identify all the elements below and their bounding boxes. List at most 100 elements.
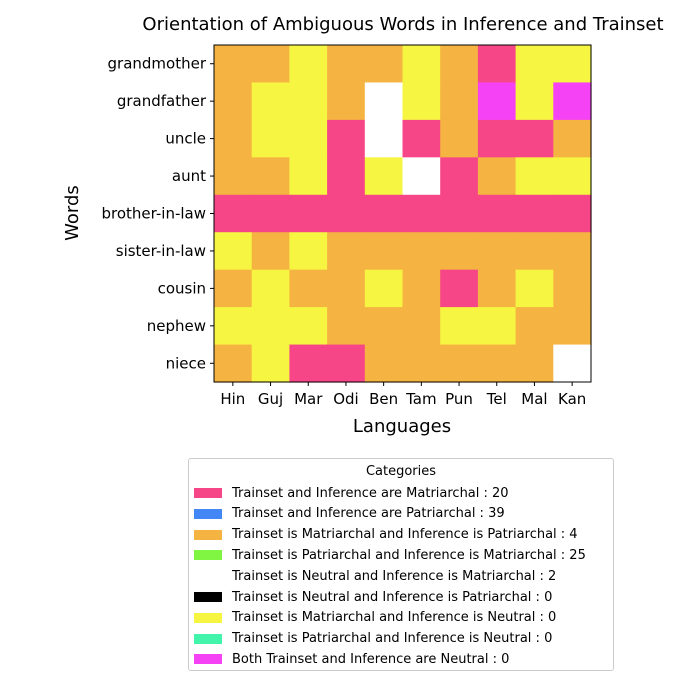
heatmap-cell bbox=[364, 119, 404, 158]
heatmap-cell bbox=[402, 45, 441, 84]
heatmap-cell bbox=[402, 307, 441, 346]
legend-label: Trainset and Inference are Patriarchal :… bbox=[232, 506, 505, 522]
x-tick-label: Ben bbox=[369, 390, 398, 408]
heatmap-cell bbox=[440, 307, 479, 346]
heatmap-cell bbox=[251, 45, 290, 84]
legend-label: Trainset is Patriarchal and Inference is… bbox=[232, 547, 586, 563]
heatmap-cell bbox=[477, 82, 517, 121]
legend-label: Trainset is Patriarchal and Inference is… bbox=[232, 631, 553, 647]
heatmap-cell bbox=[214, 269, 253, 308]
heatmap-cell bbox=[289, 157, 328, 196]
x-tick-label: Kan bbox=[558, 390, 586, 408]
heatmap-cell bbox=[553, 232, 592, 271]
legend-swatch bbox=[194, 508, 222, 519]
heatmap-cell bbox=[327, 344, 366, 383]
y-axis-label: Words bbox=[62, 185, 83, 241]
legend-label: Trainset is Neutral and Inference is Mat… bbox=[232, 568, 557, 584]
x-tick-label: Odi bbox=[333, 390, 359, 408]
y-tick-label: grandmother bbox=[108, 55, 207, 73]
heatmap-cell bbox=[214, 307, 253, 346]
heatmap-cell bbox=[251, 82, 290, 121]
heatmap-cell bbox=[364, 269, 404, 308]
heatmap-cell bbox=[289, 232, 328, 271]
heatmap-cell bbox=[289, 45, 328, 84]
legend-swatch bbox=[194, 592, 222, 602]
heatmap-cell bbox=[440, 157, 479, 196]
heatmap-cell bbox=[440, 269, 479, 308]
heatmap-cell bbox=[327, 45, 366, 84]
heatmap-cell bbox=[515, 269, 554, 308]
heatmap-cell bbox=[477, 194, 517, 233]
legend-item: Both Trainset and Inference are Neutral … bbox=[194, 649, 509, 669]
y-tick-label: nephew bbox=[147, 317, 206, 335]
chart-title: Orientation of Ambiguous Words in Infere… bbox=[142, 14, 663, 35]
legend-item: Trainset is Neutral and Inference is Mat… bbox=[194, 566, 556, 586]
x-axis-label: Languages bbox=[353, 416, 451, 437]
heatmap-cell bbox=[289, 194, 328, 233]
legend-label: Trainset is Matriarchal and Inference is… bbox=[232, 610, 557, 626]
heatmap-cell bbox=[553, 157, 592, 196]
heatmap-cell bbox=[214, 119, 253, 158]
legend-item: Trainset is Matriarchal and Inference is… bbox=[194, 608, 556, 628]
heatmap-cell bbox=[214, 232, 253, 271]
heatmap-cell bbox=[477, 344, 517, 383]
heatmap-cell bbox=[553, 119, 592, 158]
heatmap-cell bbox=[251, 307, 290, 346]
x-tick-label: Mal bbox=[521, 390, 547, 408]
y-tick-label: niece bbox=[166, 354, 206, 372]
heatmap-cell bbox=[364, 45, 404, 84]
heatmap-cell bbox=[214, 45, 253, 84]
heatmap-cell bbox=[402, 119, 441, 158]
legend-item: Trainset is Patriarchal and Inference is… bbox=[194, 629, 552, 649]
heatmap-cell bbox=[553, 269, 592, 308]
heatmap-cell bbox=[251, 269, 290, 308]
heatmap-cell bbox=[327, 232, 366, 271]
legend-item: Trainset and Inference are Matriarchal :… bbox=[194, 483, 509, 503]
heatmap-cell bbox=[515, 307, 554, 346]
heatmap-cell bbox=[553, 194, 592, 233]
legend-swatch bbox=[194, 633, 222, 644]
x-tick-label: Guj bbox=[258, 390, 283, 408]
heatmap-cell bbox=[364, 194, 404, 233]
legend: Categories Trainset and Inference are Ma… bbox=[188, 458, 614, 671]
legend-item: Trainset is Matriarchal and Inference is… bbox=[194, 525, 578, 545]
y-tick-label: cousin bbox=[158, 279, 206, 297]
heatmap-cell bbox=[251, 344, 290, 383]
heatmap-cell bbox=[402, 344, 441, 383]
heatmap-cell bbox=[327, 157, 366, 196]
legend-title: Categories bbox=[365, 464, 437, 479]
y-tick-label: brother-in-law bbox=[102, 205, 207, 223]
heatmap-cell bbox=[402, 232, 441, 271]
heatmap-cell bbox=[402, 194, 441, 233]
heatmap-cell bbox=[289, 269, 328, 308]
heatmap-cell bbox=[477, 232, 517, 271]
heatmap-cell bbox=[515, 119, 554, 158]
legend-label: Trainset and Inference are Matriarchal :… bbox=[232, 485, 509, 501]
legend-swatch bbox=[194, 550, 222, 561]
heatmap-cell bbox=[364, 232, 404, 271]
heatmap-cell bbox=[515, 232, 554, 271]
heatmap-cell bbox=[440, 82, 479, 121]
heatmap-cell bbox=[553, 344, 592, 383]
heatmap-cell bbox=[289, 82, 328, 121]
heatmap-cell bbox=[364, 307, 404, 346]
heatmap-cell bbox=[327, 119, 366, 158]
heatmap-cell bbox=[214, 157, 253, 196]
x-tick-label: Mar bbox=[294, 390, 323, 408]
legend-swatch bbox=[194, 529, 222, 540]
legend-item: Trainset and Inference are Patriarchal :… bbox=[194, 504, 505, 524]
heatmap-cell bbox=[515, 194, 554, 233]
heatmap-cell bbox=[440, 232, 479, 271]
legend-label: Both Trainset and Inference are Neutral … bbox=[232, 651, 510, 667]
heatmap-cell bbox=[327, 82, 366, 121]
y-tick-label: uncle bbox=[165, 130, 206, 148]
legend-swatch bbox=[194, 571, 222, 582]
heatmap-cell bbox=[477, 157, 517, 196]
heatmap-cell bbox=[289, 307, 328, 346]
y-tick-label: grandfather bbox=[117, 92, 207, 110]
heatmap-cell bbox=[289, 344, 328, 383]
x-tick-label: Hin bbox=[220, 390, 245, 408]
heatmap-cell bbox=[553, 82, 592, 121]
heatmap-cell bbox=[402, 269, 441, 308]
heatmap-cell bbox=[553, 307, 592, 346]
